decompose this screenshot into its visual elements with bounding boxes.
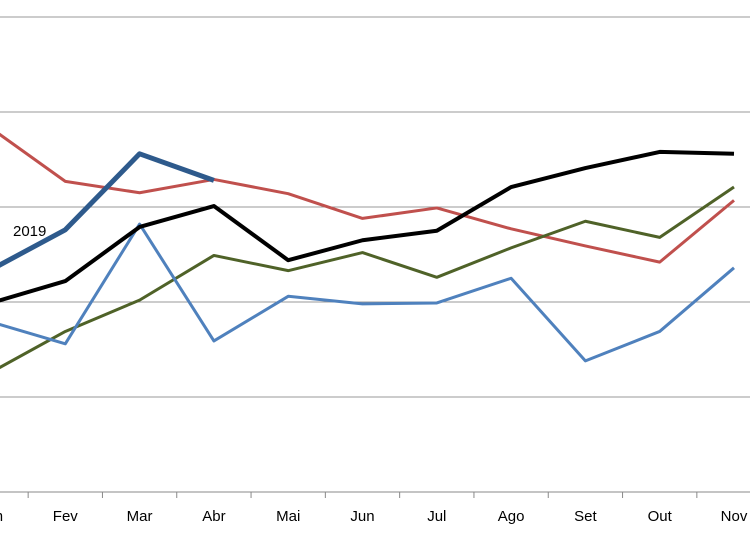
x-tick-label: Ago [498,508,525,525]
x-tick-label: Jun [350,508,374,525]
x-tick-label: Mai [276,508,300,525]
x-tick-label: Abr [202,508,225,525]
x-tick-label: Out [648,508,673,525]
series-label: 2019 [13,223,46,240]
series-line [0,185,735,370]
series-line [0,222,735,363]
series-line [0,149,735,303]
x-tick-label: Jan [0,508,3,525]
series-line [0,151,215,268]
x-tick-label: Fev [53,508,79,525]
x-tick-label: Set [574,508,597,525]
x-tick-label: Jul [427,508,446,525]
series-line [0,132,735,264]
x-tick-label: Mar [127,508,153,525]
x-tick-label: Nov [721,508,748,525]
